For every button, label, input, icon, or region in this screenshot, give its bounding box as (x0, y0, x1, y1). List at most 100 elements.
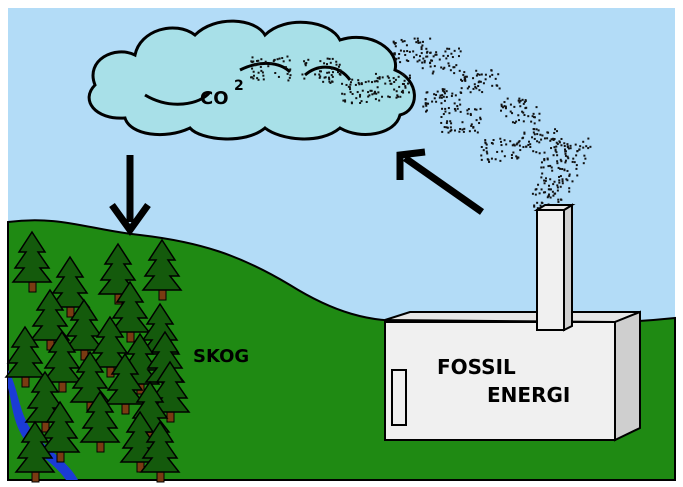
smoke-particle (450, 53, 452, 55)
smoke-particle (568, 187, 570, 189)
smoke-particle (574, 161, 576, 163)
smoke-particle (409, 51, 411, 53)
smoke-particle (283, 60, 285, 62)
smoke-particle (489, 75, 491, 77)
smoke-particle (501, 104, 503, 106)
smoke-particle (454, 50, 456, 52)
smoke-particle (358, 83, 360, 85)
smoke-particle (407, 60, 409, 62)
smoke-particle (435, 101, 437, 103)
smoke-particle (553, 154, 555, 156)
smoke-particle (538, 129, 540, 131)
smoke-particle (365, 81, 367, 83)
smoke-particle (522, 146, 524, 148)
smoke-particle (403, 83, 405, 85)
smoke-particle (457, 108, 459, 110)
smoke-particle (349, 84, 351, 86)
smoke-particle (518, 140, 520, 142)
smoke-particle (287, 79, 289, 81)
smoke-particle (514, 144, 516, 146)
smoke-particle (517, 157, 519, 159)
smoke-particle (344, 93, 346, 95)
smoke-particle (541, 134, 543, 136)
smoke-particle (406, 44, 408, 46)
smoke-particle (404, 80, 406, 82)
smoke-particle (496, 151, 498, 153)
smoke-particle (444, 126, 446, 128)
smoke-particle (252, 56, 254, 58)
smoke-particle (395, 45, 397, 47)
smoke-particle (543, 159, 545, 161)
smoke-particle (326, 63, 328, 65)
smoke-particle (571, 180, 573, 182)
smoke-particle (553, 139, 555, 141)
smoke-particle (537, 184, 539, 186)
factory-label: FOSSIL (437, 355, 516, 379)
smoke-particle (519, 149, 521, 151)
smoke-particle (533, 128, 535, 130)
smoke-particle (425, 48, 427, 50)
smoke-particle (424, 61, 426, 63)
smoke-particle (555, 150, 557, 152)
smoke-particle (263, 78, 265, 80)
smoke-particle (404, 54, 406, 56)
smoke-particle (367, 96, 369, 98)
smoke-particle (267, 65, 269, 67)
smoke-particle (444, 50, 446, 52)
smoke-particle (558, 176, 560, 178)
smoke-particle (426, 51, 428, 53)
smoke-particle (433, 55, 435, 57)
smoke-particle (483, 149, 485, 151)
smoke-particle (286, 56, 288, 58)
smoke-particle (253, 71, 255, 73)
smoke-particle (390, 83, 392, 85)
smoke-particle (359, 96, 361, 98)
smoke-particle (462, 74, 464, 76)
smoke-particle (500, 141, 502, 143)
smoke-particle (512, 144, 514, 146)
smoke-particle (435, 94, 437, 96)
smoke-particle (543, 180, 545, 182)
smoke-particle (525, 146, 527, 148)
smoke-particle (257, 60, 259, 62)
smoke-particle (399, 61, 401, 63)
smoke-particle (375, 98, 377, 100)
smoke-particle (538, 113, 540, 115)
smoke-particle (485, 78, 487, 80)
smoke-particle (375, 73, 377, 75)
smoke-particle (485, 147, 487, 149)
smoke-particle (337, 71, 339, 73)
smoke-particle (536, 106, 538, 108)
smoke-particle (565, 178, 567, 180)
smoke-particle (440, 66, 442, 68)
smoke-particle (417, 40, 419, 42)
smoke-particle (375, 93, 377, 95)
smoke-particle (560, 199, 562, 201)
smoke-particle (431, 60, 433, 62)
smoke-particle (474, 108, 476, 110)
smoke-particle (481, 73, 483, 75)
smoke-particle (451, 93, 453, 95)
smoke-particle (393, 77, 395, 79)
smoke-particle (539, 134, 541, 136)
smoke-particle (520, 100, 522, 102)
smoke-particle (495, 158, 497, 160)
smoke-particle (251, 68, 253, 70)
smoke-particle (361, 82, 363, 84)
smoke-particle (328, 77, 330, 79)
smoke-particle (461, 87, 463, 89)
smoke-particle (540, 139, 542, 141)
smoke-particle (419, 55, 421, 57)
smoke-particle (453, 72, 455, 74)
smoke-particle (366, 101, 368, 103)
smoke-particle (451, 95, 453, 97)
smoke-particle (532, 150, 534, 152)
smoke-particle (486, 152, 488, 154)
smoke-particle (533, 206, 535, 208)
smoke-particle (501, 150, 503, 152)
smoke-particle (505, 143, 507, 145)
smoke-particle (556, 184, 558, 186)
cloud-label: CO (200, 88, 229, 109)
smoke-particle (339, 64, 341, 66)
smoke-particle (523, 120, 525, 122)
